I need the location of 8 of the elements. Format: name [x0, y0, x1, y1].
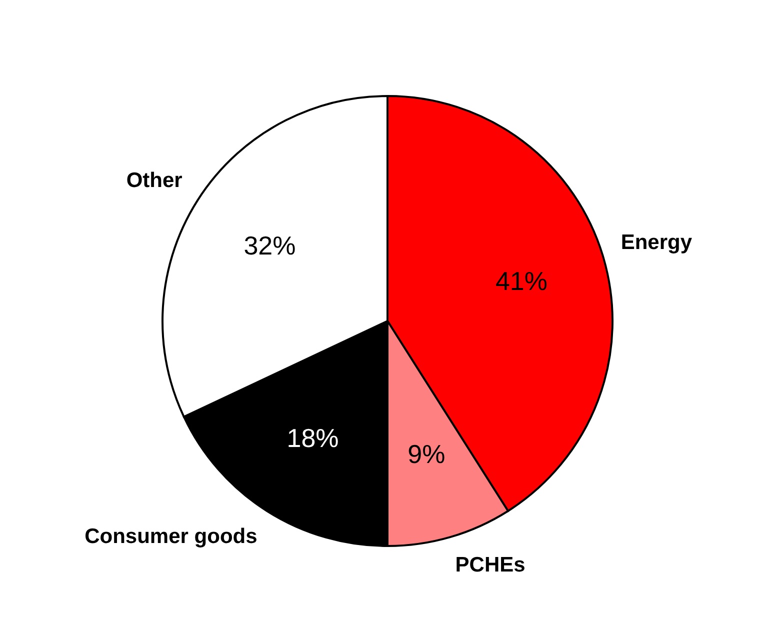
slice-label: PCHEs [455, 553, 526, 576]
data-label: 9% [408, 438, 446, 469]
data-label: 32% [244, 230, 296, 260]
data-label: 41% [495, 266, 548, 296]
slice-label: Consumer goods [84, 525, 258, 548]
slice-label: Energy [620, 231, 692, 254]
data-label: 18% [286, 422, 339, 453]
slice-label: Other [126, 168, 182, 192]
